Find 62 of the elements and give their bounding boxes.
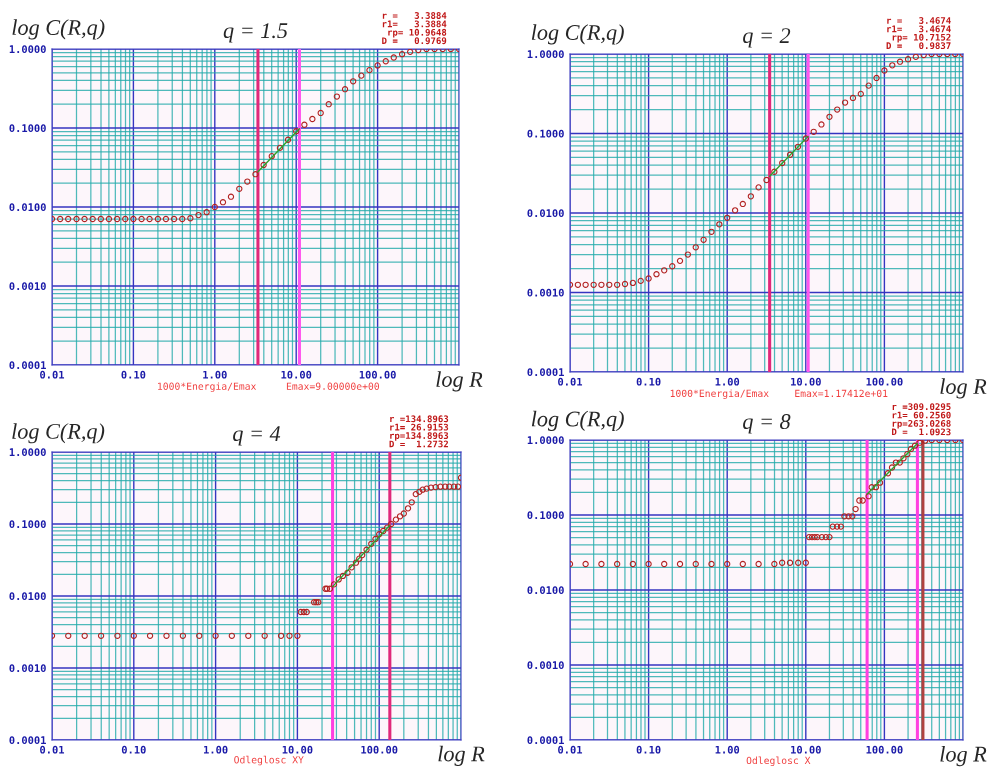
chart-title: q = 4 xyxy=(233,426,281,446)
text: r = 3.4674 r1= 3.4674 rp= 10.7152 D = 0.9837 xyxy=(886,17,951,50)
text: 1000*Energia/Emax xyxy=(670,389,769,399)
y-axis-title: log C(R,q) xyxy=(531,410,624,431)
y-tick-label: 0.0001 xyxy=(9,361,46,370)
x-axis-title: log R xyxy=(438,745,485,766)
chart-title: q = 2 xyxy=(743,28,791,48)
y-tick-label: 0.1000 xyxy=(527,129,564,138)
y-tick-label: 0.0100 xyxy=(9,592,46,601)
text: 1000*Energia/Emax xyxy=(158,382,257,392)
x-tick-label: 1.00 xyxy=(204,745,228,754)
y-tick-label: 1.0000 xyxy=(9,448,46,457)
text: Odleglosc XY xyxy=(234,755,304,766)
x-tick-label: 0.01 xyxy=(558,745,583,754)
x-tick-label: 0.01 xyxy=(40,745,65,754)
x-tick-label: 10.00 xyxy=(281,370,312,379)
text: r =134.8963 r1= 26.9153 rp=134.8963 D = 1.2732 xyxy=(389,415,449,448)
y-tick-label: 0.0001 xyxy=(9,736,46,745)
y-tick-label: 0.1000 xyxy=(9,124,46,133)
x-tick-label: 0.10 xyxy=(121,745,146,754)
text: Odleglosc X xyxy=(746,756,811,767)
text: r =309.0295 r1= 60.2560 rp=263.0268 D = 1.0923 xyxy=(892,403,951,436)
x-tick-label: 100.00 xyxy=(866,745,903,754)
y-tick-label: 0.0010 xyxy=(527,288,564,297)
y-tick-label: 1.0000 xyxy=(527,50,564,59)
y-axis-title: log C(R,q) xyxy=(12,19,105,40)
y-tick-label: 0.0001 xyxy=(527,736,564,745)
x-tick-label: 0.10 xyxy=(121,370,146,379)
y-tick-label: 0.0001 xyxy=(527,368,564,377)
text: Emax=9.00000e+00 xyxy=(286,382,380,390)
x-tick-label: 10.00 xyxy=(791,745,821,754)
y-tick-label: 0.0100 xyxy=(9,203,46,212)
x-tick-label: 10.00 xyxy=(282,745,313,754)
x-tick-label: 0.01 xyxy=(40,370,65,379)
y-tick-label: 0.1000 xyxy=(527,511,564,520)
x-tick-label: 1.00 xyxy=(715,377,740,386)
y-axis-title: log C(R,q) xyxy=(12,423,105,444)
x-tick-label: 100.00 xyxy=(866,377,903,386)
y-axis-title: log C(R,q) xyxy=(531,24,624,45)
x-tick-label: 0.10 xyxy=(636,745,661,754)
x-tick-label: 1.00 xyxy=(203,370,227,379)
chart-title: q = 8 xyxy=(743,414,791,434)
y-tick-label: 0.0010 xyxy=(9,282,46,291)
text: r = 3.3884 r1= 3.3884 rp= 10.9648 D = 0.9769 xyxy=(382,12,447,45)
x-tick-label: 100.00 xyxy=(361,745,398,754)
y-tick-label: 0.0010 xyxy=(527,661,564,670)
y-tick-label: 0.1000 xyxy=(9,520,46,529)
y-tick-label: 1.0000 xyxy=(9,45,46,54)
chart-title: q = 1.5 xyxy=(223,23,288,43)
y-tick-label: 0.0100 xyxy=(527,209,564,218)
x-tick-label: 0.01 xyxy=(558,377,583,386)
x-tick-label: 1.00 xyxy=(715,745,740,754)
x-axis-title: log R xyxy=(940,746,987,767)
x-axis-title: log R xyxy=(436,371,483,392)
x-tick-label: 10.00 xyxy=(791,377,821,386)
x-tick-label: 0.10 xyxy=(636,377,661,386)
y-tick-label: 0.0010 xyxy=(9,664,46,673)
y-tick-label: 1.0000 xyxy=(527,436,564,445)
y-tick-label: 0.0100 xyxy=(527,586,564,595)
x-axis-title: log R xyxy=(940,378,987,399)
x-tick-label: 100.00 xyxy=(359,370,396,379)
text: Emax=1.17412e+01 xyxy=(795,389,888,398)
